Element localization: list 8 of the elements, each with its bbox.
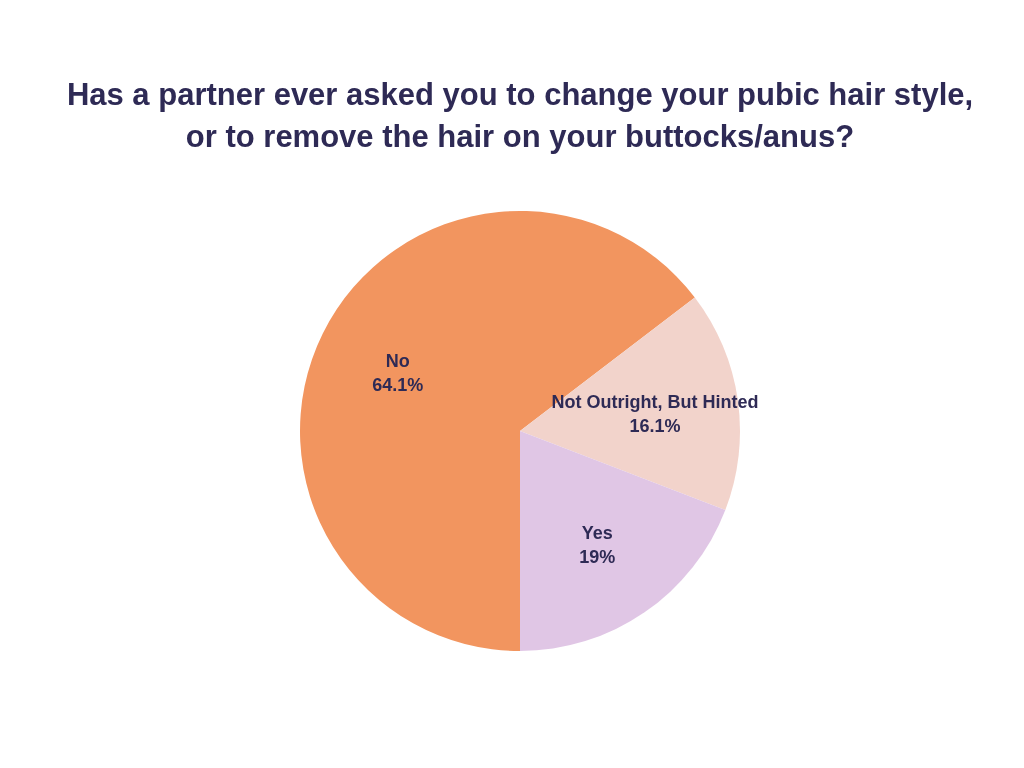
chart-title: Has a partner ever asked you to change your pubic hair style, or to remove the hair on your buttocks/anus? [66,77,974,154]
slice-label: No [385,350,410,371]
pie-slice [520,431,726,651]
data-label: 16.1% [629,415,681,436]
slice-label: Not Outright, But Hinted [551,391,759,412]
slice-label: Yes [581,523,613,544]
data-label: 64.1% [372,374,424,395]
data-label: 19% [579,547,616,568]
